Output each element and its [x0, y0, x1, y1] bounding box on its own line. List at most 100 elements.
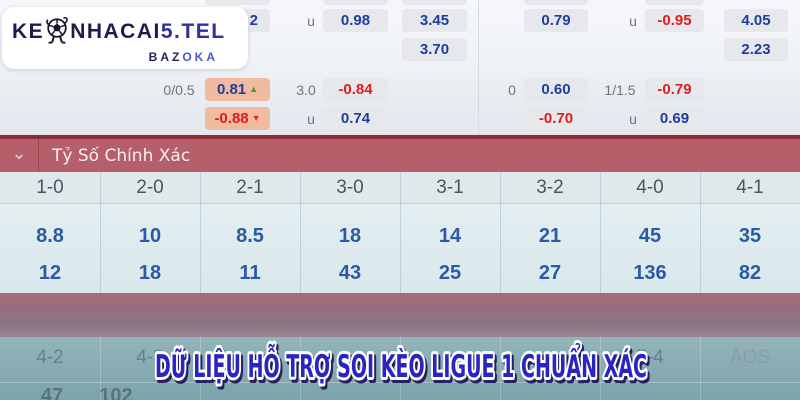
odds-cell-partial [205, 0, 270, 5]
brand-sub-right: OKA [182, 49, 218, 64]
odds-cell[interactable]: 4.05 [724, 9, 788, 32]
brand-subtitle: BAZOKA [12, 51, 218, 63]
odds-value: 0.60 [541, 81, 571, 98]
odds-cell-partial [323, 0, 388, 5]
odds-label: 3.0 [290, 78, 322, 101]
collapse-section-button[interactable]: ⌄ [0, 139, 39, 172]
odds-value: 0.81 [216, 81, 247, 98]
odds-cell[interactable]: -0.84 [323, 78, 388, 101]
score-column-label: 3-0 [336, 177, 364, 198]
arrow-down-icon: ▼ [251, 113, 261, 123]
column-divider [300, 337, 301, 400]
score-odds-value[interactable]: 10 [138, 225, 162, 247]
brand-name: KE NHACAI 5.TEL [12, 16, 240, 48]
soccer-ball-mascot-icon [45, 16, 69, 48]
score-odds-value[interactable]: 8.5 [236, 225, 264, 247]
column-divider [400, 172, 401, 293]
score-odds-value[interactable]: 21 [538, 225, 562, 247]
brand-part-left: KE [12, 20, 45, 43]
odds-value: -0.79 [657, 81, 692, 98]
score-odds-value[interactable]: 102 [99, 385, 133, 400]
chevron-down-icon: ⌄ [11, 142, 27, 163]
score-odds-value[interactable]: 43 [338, 262, 362, 284]
score-column-label: 1-0 [36, 177, 64, 198]
odds-value: -0.95 [657, 12, 692, 29]
odds-value: 2 [249, 12, 258, 29]
odds-value: 3.0 [296, 81, 316, 98]
score-column-label: 4-1 [736, 177, 764, 198]
odds-value: 3.70 [419, 41, 450, 58]
odds-value: 3.45 [419, 12, 450, 29]
odds-value: 0/0.5 [163, 81, 195, 98]
score-column-label: 3-1 [436, 177, 464, 198]
column-divider [700, 337, 701, 400]
odds-cell[interactable]: 0.69 [645, 107, 704, 130]
fade-band [0, 293, 800, 337]
odds-cell[interactable]: -0.88 ▼ [205, 107, 270, 130]
odds-value: -0.70 [538, 110, 574, 127]
odds-cell[interactable]: 0.74 [323, 107, 388, 130]
odds-value: 0 [508, 81, 516, 98]
score-column-label: 4-0 [636, 177, 664, 198]
odds-cell[interactable]: 3.45 [402, 9, 467, 32]
score-odds-value[interactable]: 47 [40, 385, 64, 400]
column-divider [700, 172, 701, 293]
odds-value: 0.74 [340, 110, 371, 127]
column-divider [600, 337, 601, 400]
odds-cell[interactable]: 0.60 [524, 78, 588, 101]
brand-logo[interactable]: KE NHACAI 5.TEL BAZOKA [2, 7, 248, 69]
odds-label: 0 [503, 78, 521, 101]
brand-sub-left: BAZ [148, 49, 183, 64]
odds-panel: 2 u 0.98 3.45 0.79 u -0.95 4.05 3.70 2.23 0/0.5 0.8… [0, 0, 800, 135]
section-top-border [0, 135, 800, 139]
section-title: Tỷ Số Chính Xác [52, 145, 191, 166]
brand-part-right: 5.TEL [160, 20, 226, 43]
score-odds-value[interactable]: 35 [738, 225, 762, 247]
odds-cell[interactable]: 0.98 [323, 9, 388, 32]
score-odds-value[interactable]: 8.8 [36, 225, 64, 247]
column-divider [500, 337, 501, 400]
odds-value: u [307, 12, 315, 29]
odds-value: 4.05 [741, 12, 771, 29]
score-odds-value[interactable]: 11 [239, 262, 261, 284]
score-odds-value[interactable]: 12 [38, 262, 62, 284]
odds-value: u [629, 110, 637, 127]
odds-cell[interactable]: 0.79 [524, 9, 588, 32]
odds-cell[interactable]: 3.70 [402, 38, 467, 61]
odds-cell[interactable]: -0.79 [645, 78, 704, 101]
odds-value: 0.69 [659, 110, 690, 127]
score-odds-value[interactable]: 25 [438, 262, 462, 284]
score-odds-value[interactable]: 27 [538, 262, 562, 284]
score-odds-value[interactable]: 14 [438, 225, 462, 247]
score-odds-value[interactable]: 45 [638, 225, 662, 247]
score-odds-value[interactable]: 82 [738, 262, 762, 284]
odds-label: u [620, 107, 646, 130]
odds-value: 2.23 [741, 41, 771, 58]
odds-cell-partial [645, 0, 704, 5]
score-odds-value[interactable]: 136 [633, 262, 667, 284]
score-odds-value[interactable]: 18 [138, 262, 162, 284]
odds-label: 0/0.5 [158, 78, 200, 101]
odds-label: u [298, 9, 324, 32]
odds-value: u [629, 12, 637, 29]
odds-value: 0.98 [340, 12, 371, 29]
odds-cell[interactable]: 2.23 [724, 38, 788, 61]
score-odds-area: 8.8 10 8.5 18 14 21 45 35 12 18 11 43 25 27 136 82 [0, 172, 800, 293]
row-divider [0, 382, 800, 383]
odds-cell[interactable]: 0.81 ▲ [205, 78, 270, 101]
column-divider [300, 172, 301, 293]
odds-cell-partial [402, 0, 467, 5]
correct-score-header-bar: ⌄ Tỷ Số Chính Xác [0, 139, 800, 172]
column-divider [100, 172, 101, 293]
odds-value: 0.79 [541, 12, 571, 29]
score-odds-value[interactable]: 18 [338, 225, 362, 247]
odds-label: u [620, 9, 646, 32]
column-divider [100, 337, 101, 400]
column-divider [600, 172, 601, 293]
column-divider [200, 337, 201, 400]
odds-cell[interactable]: -0.95 [645, 9, 704, 32]
odds-value: -0.88 [214, 110, 249, 127]
odds-cell[interactable]: -0.70 [524, 107, 588, 130]
odds-value: 1/1.5 [604, 81, 636, 98]
